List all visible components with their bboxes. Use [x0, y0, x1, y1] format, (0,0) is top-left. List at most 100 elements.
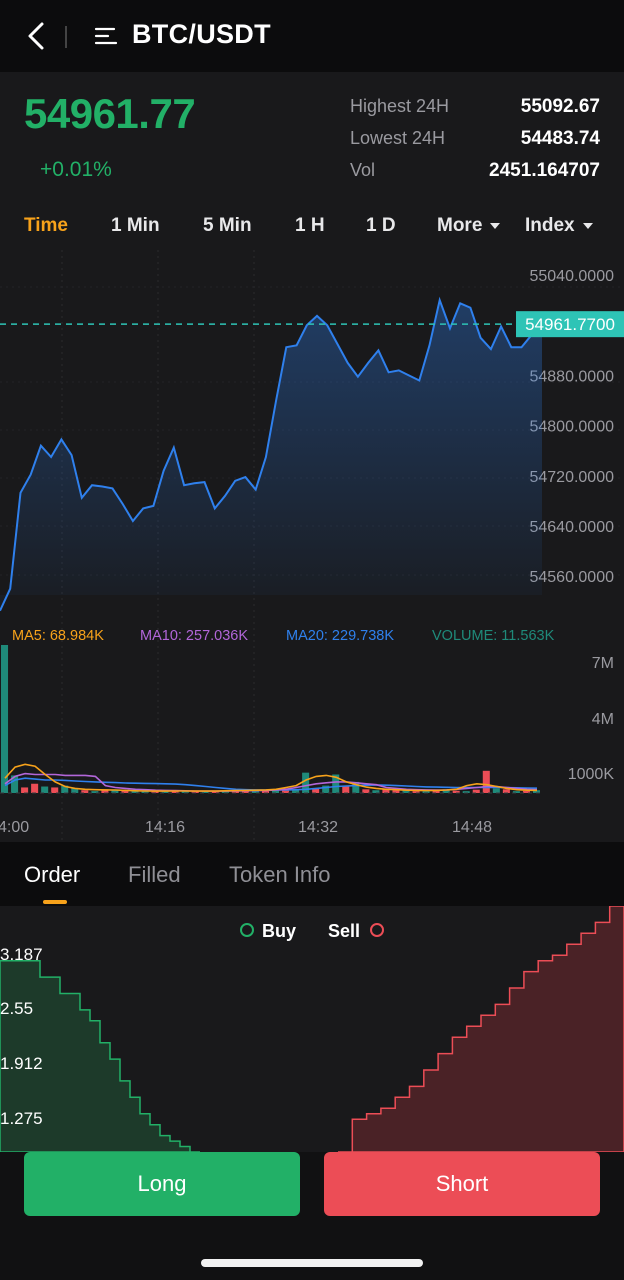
action-bar: Long Short [0, 1152, 624, 1280]
tab-index-label: Index [525, 215, 575, 236]
volume-bar [292, 789, 300, 793]
volume-bar [181, 790, 189, 793]
volume-axis-label: 4M [592, 711, 614, 728]
volume-bar [21, 787, 29, 793]
indicator-label: MA10: 257.036K [140, 628, 248, 644]
price-axis-label: 55040.0000 [529, 268, 614, 285]
buy-legend-label: Buy [262, 921, 296, 941]
volume-bar [512, 791, 520, 793]
volume-bar [1, 645, 9, 793]
volume-bar [342, 786, 350, 793]
volume-bar [61, 785, 69, 793]
volume-bar [31, 783, 39, 793]
price-chart[interactable]: 55040.0000 54880.0000 54800.0000 54720.0000… [0, 250, 624, 842]
volume-bar [151, 791, 159, 793]
volume-bar [402, 789, 410, 793]
price-area [0, 300, 542, 611]
header-divider [65, 26, 67, 48]
tab-order[interactable]: Order [24, 862, 81, 887]
time-axis-label: 14:16 [145, 819, 185, 836]
stat-value-low: 54483.74 [520, 128, 600, 149]
tab-more[interactable]: More [437, 215, 501, 237]
time-axis-label: 14:32 [298, 819, 338, 836]
price-axis-label: 54720.0000 [529, 469, 614, 486]
tab-5-min[interactable]: 5 Min [203, 215, 252, 236]
tab-filled[interactable]: Filled [128, 862, 181, 887]
stat-label-high: Highest 24H [350, 96, 450, 116]
volume-bar [522, 790, 530, 793]
sell-legend-icon [370, 923, 384, 937]
volume-bar [91, 791, 99, 793]
volume-bar [432, 790, 440, 793]
indicator-label: MA20: 229.738K [286, 628, 394, 644]
chart-canvas[interactable]: 55040.0000 54880.0000 54800.0000 54720.0000… [0, 250, 624, 842]
short-button[interactable]: Short [324, 1152, 600, 1216]
last-price-tag-label: 54961.7700 [525, 315, 615, 334]
price-axis-label: 54880.0000 [529, 368, 614, 385]
caret-down-icon [490, 222, 501, 229]
price-axis-label: 54560.0000 [529, 569, 614, 586]
depth-axis-label: 1.912 [0, 1054, 43, 1073]
tab-index[interactable]: Index [525, 215, 593, 237]
stat-value-vol: 2451.164707 [489, 160, 600, 181]
ma20-line [4, 777, 538, 791]
volume-bar [532, 790, 540, 793]
indicator-label: VOLUME: 11.563K [432, 628, 555, 644]
pair-title[interactable]: BTC/USDT [132, 19, 271, 49]
last-price: 54961.77 [24, 90, 196, 137]
volume-bar [502, 789, 510, 793]
tab-1-h[interactable]: 1 H [295, 215, 325, 236]
ticker-panel: 54961.77 +0.01% Highest 24H 55092.67 Low… [0, 72, 624, 250]
volume-bar [51, 787, 59, 793]
long-button[interactable]: Long [24, 1152, 300, 1216]
volume-bar [261, 790, 269, 793]
depth-canvas[interactable]: 3.187 2.55 1.912 1.275 Buy Sell [0, 906, 624, 1152]
volume-bar [272, 789, 280, 793]
indicator-label: MA5: 68.984K [12, 628, 104, 644]
volume-bar [302, 772, 310, 793]
caret-down-icon [582, 222, 593, 229]
price-axis-label: 54640.0000 [529, 519, 614, 536]
buy-legend-icon [240, 923, 254, 937]
volume-bar [452, 790, 460, 793]
menu-lines-icon[interactable] [94, 26, 118, 46]
volume-bar [322, 785, 330, 793]
chevron-left-icon[interactable] [22, 18, 52, 54]
timeframe-tabs: Time 1 Min 5 Min 1 H 1 D More Index [0, 200, 624, 250]
last-price-tag [516, 311, 624, 338]
volume-bar [121, 790, 129, 793]
stat-label-vol: Vol [350, 160, 376, 180]
tab-1-min[interactable]: 1 Min [111, 215, 160, 236]
volume-bar [71, 788, 79, 793]
tab-1-d[interactable]: 1 D [366, 215, 396, 236]
time-axis-label: 14:48 [452, 819, 492, 836]
depth-chart[interactable]: 3.187 2.55 1.912 1.275 Buy Sell [0, 906, 624, 1152]
depth-axis-label: 2.55 [0, 999, 33, 1018]
volume-bar [482, 770, 490, 793]
price-change-percent: +0.01% [40, 158, 112, 181]
volume-bar [211, 790, 219, 793]
volume-axis-label: 7M [592, 655, 614, 672]
volume-bar [11, 775, 19, 793]
volume-bar [472, 789, 480, 793]
volume-bar [422, 791, 430, 793]
volume-bar [111, 790, 119, 793]
volume-bar [442, 789, 450, 793]
home-indicator [201, 1259, 423, 1267]
volume-bar [101, 789, 109, 793]
stat-label-low: Lowest 24H [350, 128, 446, 148]
depth-axis-label: 1.275 [0, 1109, 43, 1128]
volume-axis-label: 1000K [568, 766, 615, 783]
tab-time[interactable]: Time [24, 215, 69, 236]
volume-bar [241, 790, 249, 793]
volume-bar [362, 789, 370, 793]
tab-more-label: More [437, 215, 483, 236]
volume-bar [412, 791, 420, 793]
active-tab-indicator [43, 900, 67, 904]
volume-bar [131, 791, 139, 793]
volume-bar [392, 790, 400, 793]
volume-bar [41, 786, 49, 793]
volume-bar [201, 791, 209, 793]
tab-token-info[interactable]: Token Info [229, 862, 331, 887]
volume-bar [352, 781, 360, 793]
